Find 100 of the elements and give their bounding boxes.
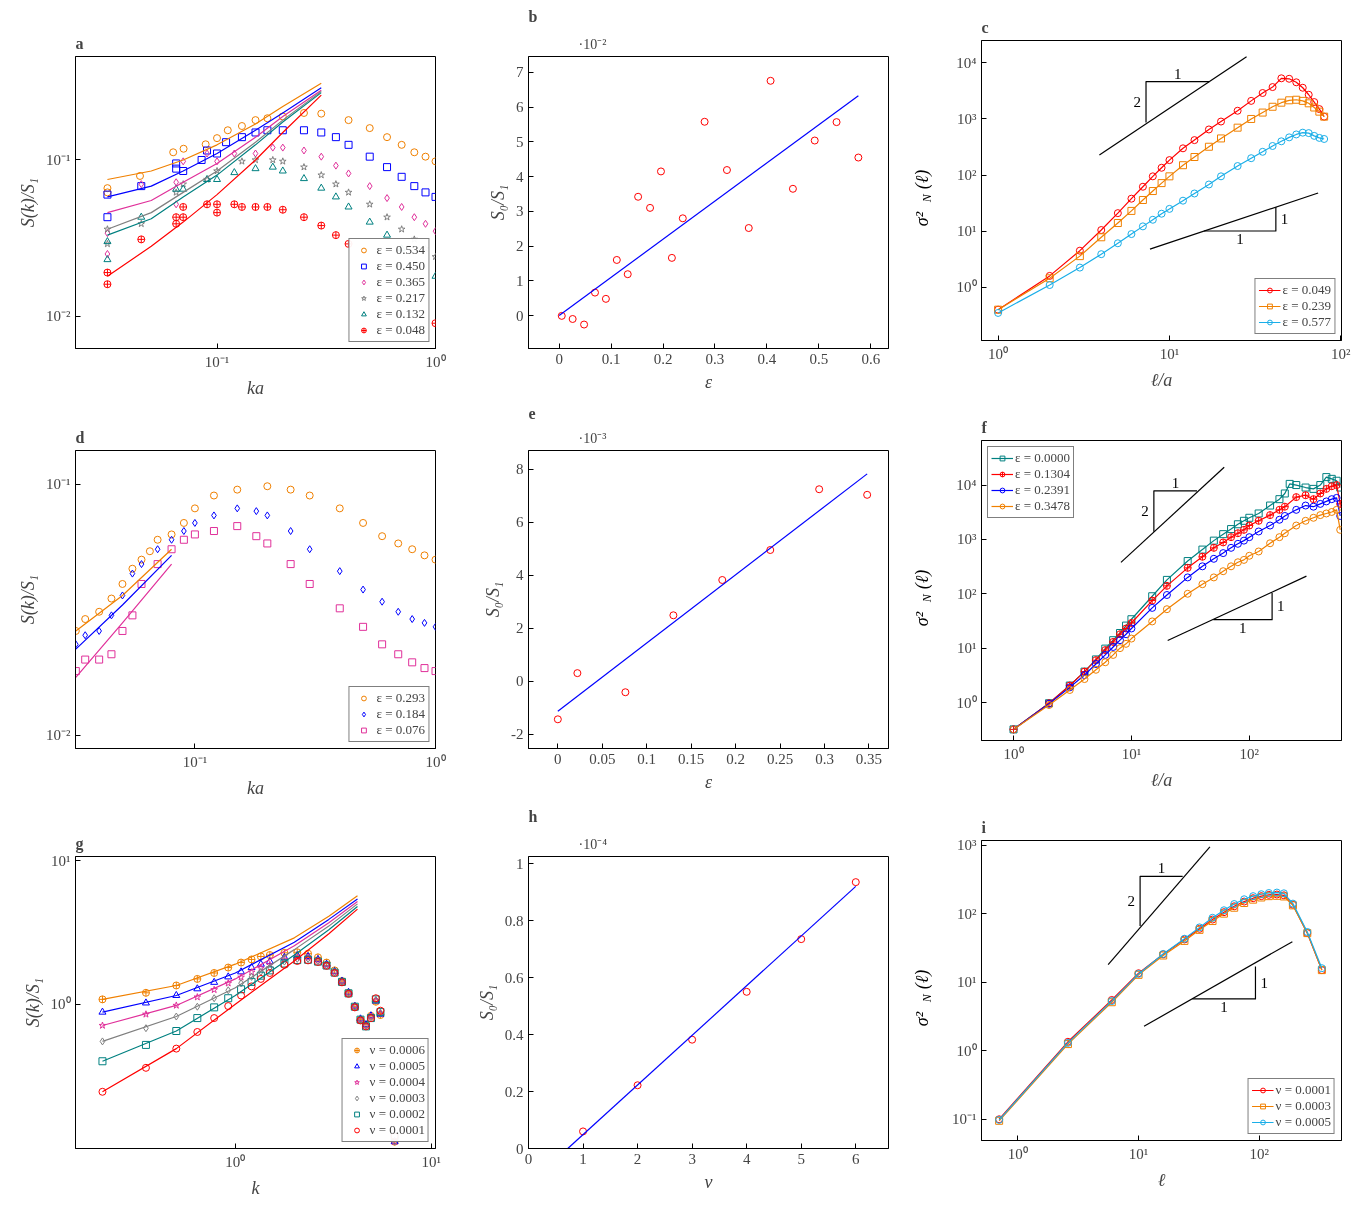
chart-title: f [981, 418, 988, 436]
y-tick-label: 0.8 [504, 912, 524, 929]
x-tick-label: 10⁰ [1003, 745, 1024, 762]
annotation: 1 [1236, 230, 1244, 247]
legend-label: ν = 0.0001 [1275, 1082, 1331, 1098]
annotation: 1 [1171, 474, 1180, 491]
x-tick-label: 0 [555, 350, 563, 367]
chart-title: c [981, 18, 989, 36]
y-tick-label: 10⁴ [956, 54, 977, 71]
x-tick-label: 10⁰ [425, 353, 446, 370]
x-tick-label: 10¹ [1121, 745, 1142, 762]
annotation: 1 [1238, 619, 1247, 636]
legend-label: ε = 0.2391 [1015, 482, 1071, 498]
x-axis-title: ℓ/a [1150, 769, 1173, 790]
y-tick-label: 10⁰ [956, 1042, 977, 1059]
y-tick-label: 10⁰ [50, 996, 71, 1013]
x-tick-label: 3 [688, 1150, 696, 1167]
y-axis-title: σ²N(ℓ) [911, 969, 934, 1027]
x-tick-label: 10² [1239, 745, 1260, 762]
y-axis-title: S₀/S₁ [488, 184, 508, 221]
y-tick-label: 10¹ [957, 223, 977, 240]
legend-label: ε = 0.076 [376, 722, 425, 738]
annotation: 2 [1127, 893, 1136, 910]
y-axis-title: S(k)/S₁ [18, 574, 39, 625]
y-tick-label: 2 [516, 238, 524, 255]
x-tick-label: 1 [579, 1150, 587, 1167]
x-axis-title: ℓ [1157, 1169, 1166, 1190]
y-tick-label: 10⁻¹ [46, 476, 71, 493]
legend-label: ν = 0.0006 [369, 1042, 425, 1058]
x-tick-label: 2 [633, 1150, 642, 1167]
y-tick-label: 6 [516, 514, 524, 531]
annotation: 2 [1133, 94, 1142, 111]
y-axis-title: S₀/S₁ [483, 581, 503, 618]
x-tick-label: 0 [554, 750, 562, 767]
y-tick-label: 10¹ [957, 640, 977, 657]
legend-label: ν = 0.0003 [369, 1090, 425, 1106]
annotation: 1 [1260, 974, 1268, 991]
y-tick-label: 10⁰ [956, 694, 977, 711]
chart-title: b [528, 7, 538, 25]
x-tick-label: 10⁰ [1007, 1145, 1028, 1162]
x-axis-title: ε [704, 371, 713, 392]
annotation: 1 [1174, 65, 1182, 82]
x-tick-label: 10¹ [1128, 1145, 1149, 1162]
annotation: 1 [1220, 998, 1228, 1015]
x-axis-title: ka [247, 377, 265, 398]
legend-label: ε = 0.534 [376, 242, 425, 258]
y-tick-label: 10⁻¹ [46, 151, 71, 168]
legend-label: ν = 0.0004 [369, 1074, 425, 1090]
x-tick-label: 10² [1249, 1145, 1270, 1162]
x-tick-label: 0.3 [705, 350, 725, 367]
chart-title: h [528, 807, 538, 825]
x-tick-label: 0.25 [766, 750, 794, 767]
text: ·10⁻² [578, 36, 607, 52]
legend-label: ε = 0.132 [376, 306, 425, 322]
x-tick-label: 10⁻¹ [182, 753, 208, 770]
x-tick-label: 0.35 [855, 750, 883, 767]
x-axis-title: k [251, 1177, 261, 1198]
y-axis-title: σ²N(ℓ) [911, 169, 934, 227]
x-tick-label: 10⁰ [988, 345, 1009, 362]
y-axis-title: S(k)/S₁ [22, 977, 44, 1028]
legend-label: ε = 0.239 [1282, 298, 1331, 314]
y-tick-label: 10⁰ [956, 279, 977, 296]
y-tick-label: 10² [957, 167, 977, 184]
y-tick-label: 10⁻¹ [952, 1111, 977, 1128]
y-tick-label: 10⁻² [46, 308, 71, 325]
chart-title: g [75, 834, 84, 853]
y-tick-label: -2 [511, 726, 524, 743]
y-tick-label: 0 [516, 307, 524, 324]
chart-title: d [75, 428, 85, 446]
legend-label: ε = 0.048 [376, 322, 425, 338]
x-tick-label: 4 [742, 1150, 751, 1167]
y-tick-label: 2 [516, 620, 524, 637]
legend-label: ε = 0.217 [376, 290, 425, 306]
legend-label: ε = 0.365 [376, 274, 425, 290]
legend-label: ε = 0.577 [1282, 314, 1331, 330]
legend-label: ν = 0.0005 [1275, 1114, 1331, 1130]
x-tick-label: 10¹ [421, 1153, 442, 1170]
x-tick-label: 10¹ [1159, 345, 1180, 362]
legend-label: ε = 0.0000 [1015, 450, 1071, 466]
legend-label: ν = 0.0002 [369, 1106, 425, 1122]
y-tick-label: 5 [516, 133, 524, 150]
legend-label: ε = 0.049 [1282, 282, 1331, 298]
x-axis-title: ℓ/a [1150, 369, 1173, 390]
x-tick-label: 0.3 [815, 750, 834, 767]
legend-label: ε = 0.184 [376, 706, 425, 722]
x-axis-title: ka [247, 777, 265, 798]
x-tick-label: 0.6 [861, 350, 881, 367]
legend-label: ν = 0.0001 [369, 1122, 425, 1138]
text: ·10⁻⁴ [578, 836, 608, 852]
y-tick-label: 4 [516, 168, 524, 185]
y-tick-label: 10² [957, 905, 977, 922]
x-tick-label: 10⁻¹ [204, 353, 230, 370]
y-tick-label: 10¹ [51, 852, 71, 869]
annotation: 2 [1141, 503, 1149, 520]
text: ·10⁻³ [578, 430, 607, 446]
x-tick-label: 0.1 [601, 350, 621, 367]
x-tick-label: 0.5 [809, 350, 829, 367]
y-tick-label: 10³ [957, 837, 977, 854]
y-tick-label: 3 [516, 203, 524, 220]
chart-title: a [75, 34, 84, 52]
